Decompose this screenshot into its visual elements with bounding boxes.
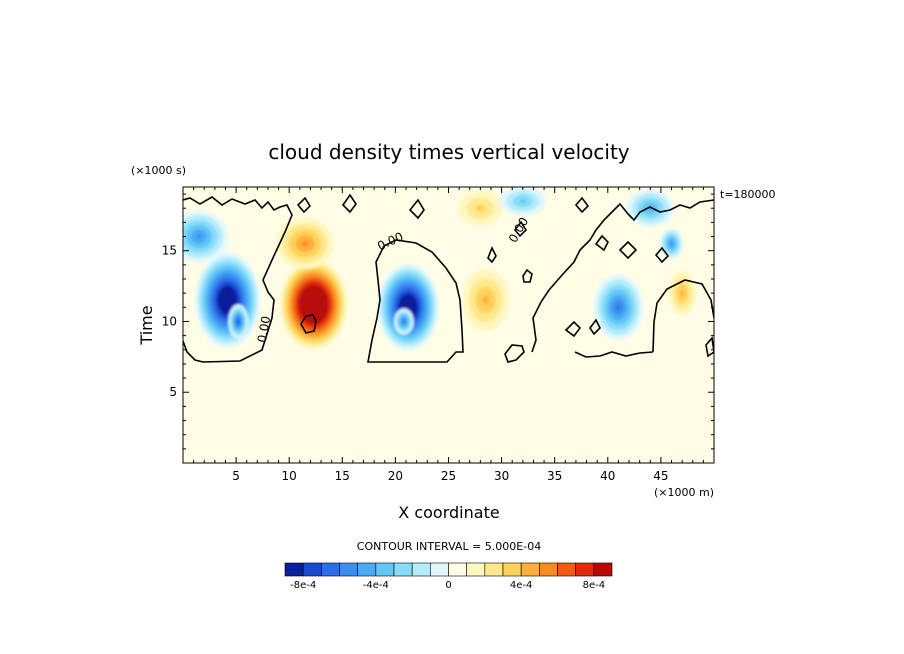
contour-interval-text: CONTOUR INTERVAL = 5.000E-04 (357, 540, 541, 553)
y-unit-label: (×1000 s) (131, 164, 186, 177)
y-tick-label: 10 (162, 314, 177, 328)
colorbar-tick-label: 0 (445, 580, 451, 591)
contour-fill (519, 199, 527, 204)
contour-small-12 (296, 196, 312, 214)
x-tick-label: 25 (441, 469, 456, 483)
contour-fill (406, 305, 410, 310)
colorbar-swatch (502, 562, 522, 577)
updraft-region-7 (462, 269, 509, 332)
colorbar-swatch (466, 562, 486, 577)
colorbar-swatch (357, 562, 377, 577)
contour-fill (226, 298, 230, 303)
colorbar-swatch (393, 562, 413, 577)
y-tick-label: 15 (162, 244, 177, 258)
x-tick-label: 10 (282, 469, 297, 483)
downdraft-region-9 (499, 187, 547, 217)
filled-contours: 0.00 0.00 0.00 (183, 187, 714, 363)
x-tick-label: 35 (547, 469, 562, 483)
downdraft-region-11 (626, 189, 675, 228)
colorbar-swatch (593, 562, 613, 577)
contour-right-arch (652, 279, 714, 353)
colorbar-tick-label: -8e-4 (290, 580, 316, 591)
zero-contour-left (183, 196, 293, 363)
downdraft-region-12 (659, 228, 684, 260)
colorbar-swatch (375, 562, 395, 577)
contour-fill (475, 204, 485, 212)
contour-fill (616, 304, 621, 310)
contour-small-8 (513, 220, 528, 238)
contour-small-9 (574, 196, 590, 214)
axis-ticks: 5 10 15 20 25 30 35 40 45 5 10 15 (162, 187, 714, 483)
contour-small-2 (522, 268, 533, 283)
updraft-region-8 (458, 190, 503, 226)
downdraft-region-5 (377, 263, 439, 351)
updraft-region-3 (279, 259, 348, 350)
colorbar-swatch (448, 562, 467, 577)
contour-label-left: 0.00 (255, 315, 273, 344)
contour-small-7 (618, 240, 638, 260)
zero-contour-right (531, 199, 714, 353)
contour-fill (670, 242, 673, 246)
colorbar-swatch (430, 562, 449, 577)
colorbar-swatch (302, 562, 322, 577)
colorbar-swatch (284, 562, 304, 577)
chart-title: cloud density times vertical velocity (268, 140, 629, 164)
x-unit-label: (×1000 m) (654, 486, 714, 499)
colorbar-swatch (539, 562, 558, 577)
colorbar-swatch (339, 562, 358, 577)
x-tick-label: 30 (494, 469, 509, 483)
contour-fill (482, 295, 489, 305)
contour-fill (196, 234, 202, 239)
zero-contour-mid (367, 239, 464, 363)
x-tick-label: 40 (600, 469, 615, 483)
downdraft-region-10 (593, 274, 644, 341)
colorbar-swatch (557, 562, 576, 577)
contour-small-4 (594, 234, 609, 252)
contour-right-bottom (574, 351, 654, 358)
downdraft-region-0 (195, 252, 261, 348)
contour-small-10 (408, 198, 425, 220)
contour-small-3 (487, 246, 497, 264)
colorbar-tick-label: 4e-4 (510, 580, 533, 591)
colorbar: -8e-4 -4e-4 0 4e-4 8e-4 (284, 562, 613, 591)
colorbar-tick-label: -4e-4 (363, 580, 389, 591)
contour-small-6 (589, 318, 601, 336)
updraft-region-13 (668, 270, 697, 316)
x-tick-label: 5 (232, 469, 240, 483)
colorbar-swatch (575, 562, 595, 577)
contour-fill (301, 240, 309, 247)
contour-small-11 (341, 193, 357, 214)
contour-fill (237, 320, 239, 323)
colorbar-swatch (520, 562, 540, 577)
colorbar-tick-label: 8e-4 (583, 580, 606, 591)
contour-small-1 (504, 344, 525, 363)
contour-fill (403, 320, 405, 323)
downdraft-region-6 (394, 308, 414, 335)
x-tick-label: 20 (388, 469, 403, 483)
contour-fill (312, 302, 315, 307)
updraft-region-4 (276, 218, 334, 270)
downdraft-region-2 (183, 210, 229, 263)
x-tick-label: 15 (335, 469, 350, 483)
downdraft-region-1 (228, 304, 249, 339)
y-axis-label: Time (137, 305, 156, 345)
contour-inner-max (300, 314, 317, 334)
y-tick-label: 5 (169, 385, 177, 399)
contour-fill (680, 289, 685, 297)
x-axis-label: X coordinate (398, 503, 499, 522)
colorbar-swatch (321, 562, 340, 577)
contour-small-5 (564, 320, 582, 338)
colorbar-swatch (411, 562, 431, 577)
contour-small-13 (705, 336, 714, 358)
colorbar-swatch (484, 562, 504, 577)
contour-small-14 (654, 246, 670, 264)
x-tick-label: 45 (653, 469, 668, 483)
time-stamp: t=180000 (720, 188, 776, 201)
